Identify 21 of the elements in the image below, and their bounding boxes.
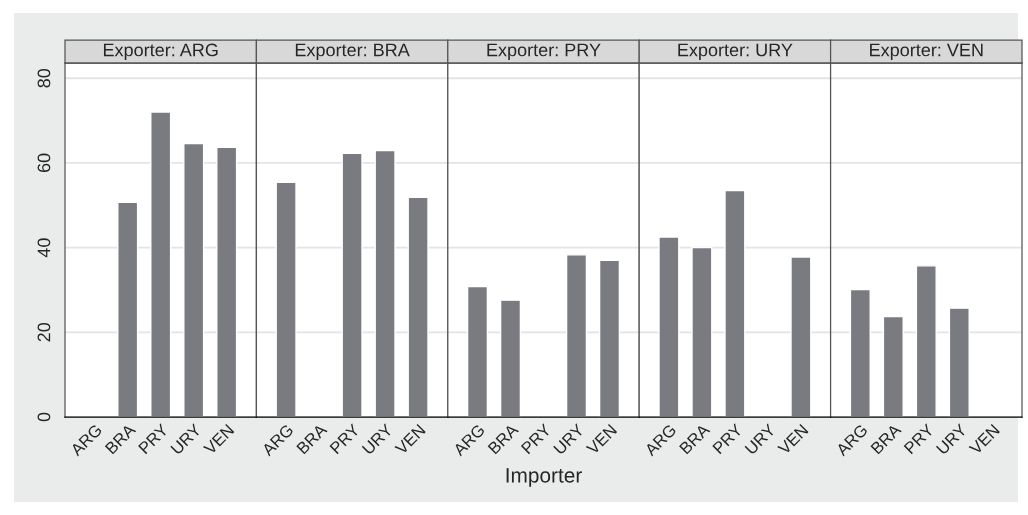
x-tick-label: BRA <box>679 423 711 455</box>
chart-title: Exporter: VEN <box>870 43 983 60</box>
x-axis-title: Importer <box>506 468 582 487</box>
x-tick-label: VEN <box>777 423 809 456</box>
y-tick-label: 60 <box>37 153 51 173</box>
y-tick-label: 40 <box>37 238 51 258</box>
chart-title: Exporter: ARG <box>103 43 218 60</box>
x-tick-label: VEN <box>202 423 235 456</box>
x-tick-label: BRA <box>870 423 902 455</box>
chart-title: Exporter: BRA <box>295 43 410 60</box>
y-tick-label: 0 <box>37 412 51 422</box>
chart-title: Exporter: URY <box>678 43 793 60</box>
x-tick-label: VEN <box>585 423 618 456</box>
x-tick-label: BRA <box>296 423 328 455</box>
x-tick-label: BRA <box>487 423 520 455</box>
chart-title: Exporter: PRY <box>487 43 601 60</box>
y-tick-label: 20 <box>37 322 51 342</box>
x-tick-label: BRA <box>104 423 137 455</box>
x-tick-label: VEN <box>394 423 426 456</box>
x-tick-label: VEN <box>968 423 1000 456</box>
y-tick-label: 80 <box>37 68 51 88</box>
